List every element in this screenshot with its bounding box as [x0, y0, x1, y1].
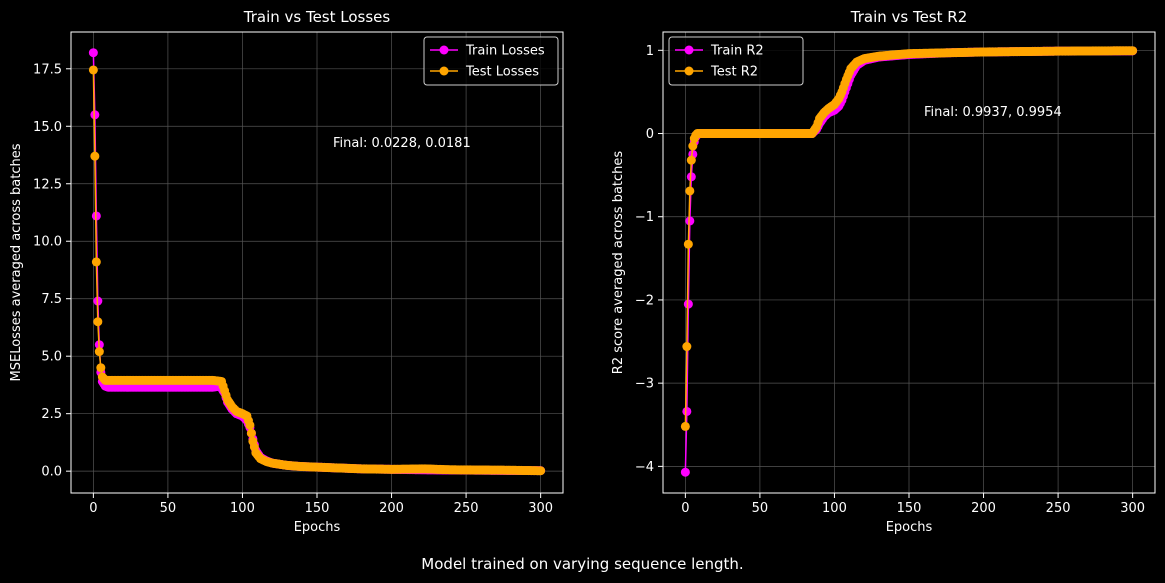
data-point	[93, 317, 103, 327]
data-point	[1128, 46, 1138, 56]
legend-marker	[439, 66, 449, 76]
data-point	[94, 347, 104, 357]
x-tick-label: 100	[230, 501, 255, 516]
y-axis-label: R2 score averaged across batches	[611, 151, 626, 375]
chart-1: 0 50 100 150 200 250 300 0.0 2.5 5.0 7.5 10.0 12.5 15…	[9, 8, 564, 535]
chart-title: Train vs Test R2	[850, 8, 968, 26]
x-tick-label: 150	[897, 501, 922, 516]
legend: Train Losses Test Losses	[423, 36, 559, 86]
figure-suptitle: Model trained on varying sequence length…	[421, 555, 744, 573]
legend-marker	[439, 45, 449, 55]
x-axis-label: Epochs	[886, 520, 933, 535]
data-point	[246, 428, 256, 438]
series-test-losses	[88, 65, 546, 476]
data-point	[91, 257, 101, 267]
y-tick-label: 12.5	[33, 177, 62, 192]
legend-label: Train Losses	[465, 44, 545, 59]
data-point	[685, 216, 695, 226]
data-point	[686, 155, 696, 165]
data-point	[96, 363, 106, 373]
y-tick-label: 10.0	[33, 235, 62, 250]
y-tick-label: 15.0	[33, 120, 62, 135]
legend-label: Test Losses	[465, 65, 539, 80]
data-point	[88, 65, 98, 75]
final-annotation: Final: 0.0228, 0.0181	[333, 136, 471, 151]
data-point	[245, 420, 255, 430]
x-tick-label: 250	[454, 501, 479, 516]
series-test-r2	[680, 46, 1138, 431]
legend-label: Train R2	[710, 44, 764, 59]
x-tick-label: 300	[1120, 501, 1145, 516]
y-tick-label: 17.5	[33, 62, 62, 77]
data-point	[683, 299, 693, 309]
chart-2: 0 50 100 150 200 250 300 −4 −3 −2 −1 0 1 Train vs Tes…	[611, 8, 1156, 535]
y-tick-label: −2	[635, 293, 654, 308]
x-tick-label: 200	[379, 501, 404, 516]
chart-title: Train vs Test Losses	[243, 8, 391, 26]
data-point	[88, 48, 98, 58]
x-tick-label: 150	[305, 501, 330, 516]
y-tick-label: 1	[646, 44, 654, 59]
x-axis-label: Epochs	[294, 520, 341, 535]
legend-box	[423, 36, 559, 86]
final-annotation: Final: 0.9937, 0.9954	[924, 105, 1062, 120]
x-tick-label: 0	[681, 501, 689, 516]
y-tick-label: −1	[635, 210, 654, 225]
data-point	[686, 172, 696, 182]
legend-box	[668, 36, 804, 86]
y-tick-label: 0.0	[41, 465, 62, 480]
legend: Train R2 Test R2	[668, 36, 804, 86]
y-tick-label: −4	[635, 460, 654, 475]
data-point	[680, 467, 690, 477]
data-point	[90, 151, 100, 161]
data-point	[682, 342, 692, 352]
data-point	[683, 239, 693, 249]
legend-label: Test R2	[710, 65, 758, 80]
data-point	[688, 141, 698, 151]
y-tick-label: 7.5	[41, 292, 62, 307]
x-tick-label: 250	[1046, 501, 1071, 516]
y-axis-label: MSELosses averaged across batches	[9, 143, 24, 381]
x-tick-label: 50	[752, 501, 769, 516]
data-point	[680, 421, 690, 431]
data-point	[685, 186, 695, 196]
x-tick-label: 100	[822, 501, 847, 516]
x-tick-label: 200	[971, 501, 996, 516]
data-point	[536, 466, 546, 476]
y-tick-label: 2.5	[41, 407, 62, 422]
y-tick-label: −3	[635, 377, 654, 392]
data-point	[682, 406, 692, 416]
legend-marker	[684, 66, 694, 76]
x-tick-label: 300	[528, 501, 553, 516]
legend-marker	[684, 45, 694, 55]
y-tick-label: 5.0	[41, 350, 62, 365]
y-tick-label: 0	[646, 127, 654, 142]
x-tick-label: 50	[160, 501, 177, 516]
x-tick-label: 0	[89, 501, 97, 516]
